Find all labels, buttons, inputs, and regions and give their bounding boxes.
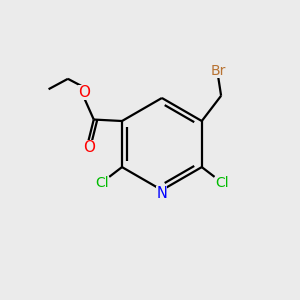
Text: N: N <box>157 187 167 202</box>
Text: Cl: Cl <box>95 176 109 190</box>
Text: Cl: Cl <box>215 176 229 190</box>
Text: O: O <box>78 85 90 100</box>
Text: O: O <box>84 140 96 155</box>
Text: Br: Br <box>210 64 226 78</box>
